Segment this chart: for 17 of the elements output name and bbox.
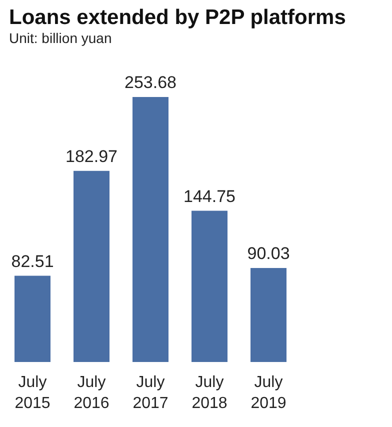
bar [132,97,168,362]
data-label: 90.03 [247,244,290,263]
x-tick-label: July 2018 [192,374,228,412]
data-label: 253.68 [124,73,176,92]
x-tick-label: July 2016 [74,374,110,412]
bar [192,210,228,362]
bar [250,268,286,362]
data-label: 144.75 [184,186,236,206]
x-tick-label: July 2019 [250,374,286,412]
data-label: 182.97 [66,146,118,166]
bar [14,276,50,362]
chart-subtitle: Unit: billion yuan [9,30,112,46]
data-label: 82.51 [11,252,54,271]
chart-title: Loans extended by P2P platforms [9,6,346,29]
x-tick-label: July 2015 [14,374,50,412]
bar [74,170,110,362]
x-tick-label: July 2017 [132,374,168,412]
